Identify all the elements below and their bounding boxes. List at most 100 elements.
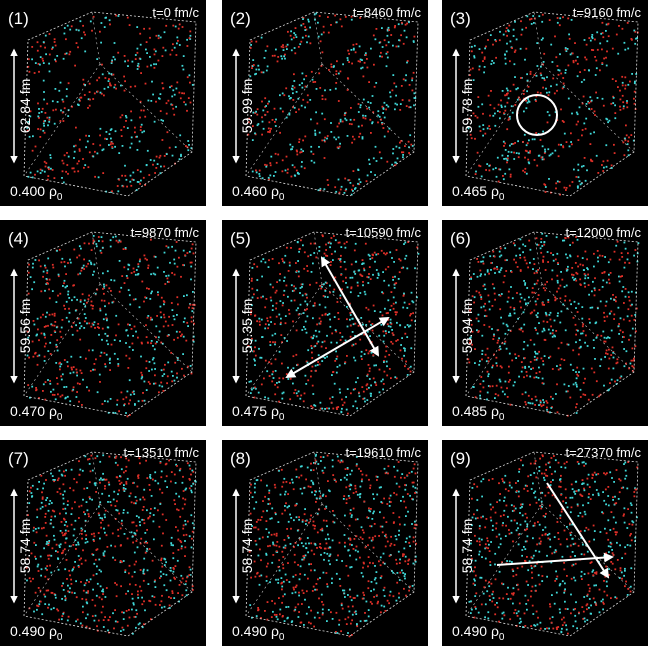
particle — [50, 502, 53, 504]
particle — [79, 138, 81, 141]
particle — [528, 296, 530, 299]
particle — [92, 98, 95, 100]
particle — [569, 363, 572, 366]
particle — [503, 158, 505, 160]
particle — [254, 73, 256, 76]
particle — [170, 103, 173, 106]
particle — [480, 296, 483, 298]
particle — [44, 381, 47, 383]
particle — [281, 341, 283, 344]
particle — [179, 134, 182, 137]
particle — [577, 186, 579, 189]
particle — [178, 469, 181, 472]
particle — [66, 395, 69, 398]
particle — [310, 469, 312, 472]
particle — [93, 532, 95, 535]
particle — [44, 567, 47, 570]
particle — [347, 179, 350, 182]
particle — [90, 304, 93, 307]
particle — [135, 189, 138, 191]
particle — [359, 338, 362, 341]
panel-number: (3) — [450, 9, 471, 28]
panel-background — [0, 0, 206, 206]
particle — [314, 329, 317, 332]
particle — [534, 98, 537, 101]
particle — [309, 283, 311, 286]
particle — [59, 530, 62, 532]
particle — [546, 76, 548, 79]
particle — [179, 97, 182, 100]
particle — [584, 394, 587, 396]
particle — [281, 615, 284, 618]
particle — [42, 79, 45, 82]
particle — [506, 159, 509, 162]
particle — [625, 124, 627, 127]
particle — [315, 12, 318, 15]
particle — [491, 60, 494, 62]
particle — [95, 549, 98, 551]
particle — [557, 287, 560, 290]
particle — [299, 487, 302, 490]
particle — [506, 325, 509, 328]
particle — [144, 257, 147, 260]
particle — [65, 52, 68, 55]
particle — [111, 59, 113, 62]
particle — [352, 43, 355, 46]
particle — [364, 612, 366, 614]
particle — [254, 132, 256, 135]
particle — [87, 166, 90, 169]
particle — [325, 572, 328, 574]
particle — [587, 100, 589, 103]
time-label: t=9160 fm/c — [573, 5, 642, 20]
particle — [266, 370, 269, 373]
particle — [70, 355, 73, 358]
particle — [99, 144, 102, 147]
particle — [605, 64, 608, 67]
particle — [574, 277, 577, 280]
particle — [324, 98, 327, 101]
particle — [129, 85, 132, 88]
particle — [549, 318, 552, 321]
particle — [344, 112, 346, 115]
particle — [313, 161, 316, 164]
particle — [520, 77, 523, 79]
particle — [89, 98, 91, 101]
particle — [389, 544, 392, 547]
particle — [557, 73, 560, 76]
particle — [132, 267, 135, 270]
particle — [534, 300, 537, 303]
particle — [155, 325, 158, 328]
particle — [258, 583, 261, 586]
particle — [79, 299, 82, 301]
particle — [295, 270, 298, 272]
particle — [516, 292, 518, 294]
particle — [395, 313, 397, 316]
particle — [384, 534, 386, 537]
particle — [484, 309, 487, 312]
particle — [571, 276, 574, 279]
particle — [283, 94, 286, 97]
particle — [148, 599, 151, 602]
particle — [91, 322, 94, 325]
particle — [86, 509, 89, 512]
particle — [540, 238, 543, 240]
particle — [561, 278, 564, 281]
particle — [599, 69, 601, 72]
particle — [557, 263, 559, 265]
particle — [369, 392, 372, 395]
particle — [361, 538, 364, 540]
particle — [48, 603, 50, 606]
particle — [174, 146, 177, 148]
particle — [266, 45, 269, 48]
particle — [104, 363, 106, 365]
particle — [523, 298, 526, 301]
particle — [482, 60, 484, 62]
particle — [303, 167, 306, 170]
particle — [251, 616, 253, 619]
particle — [313, 462, 315, 464]
particle — [594, 56, 596, 58]
particle — [535, 100, 537, 102]
particle — [120, 135, 123, 137]
particle — [318, 303, 321, 306]
particle — [498, 250, 501, 253]
